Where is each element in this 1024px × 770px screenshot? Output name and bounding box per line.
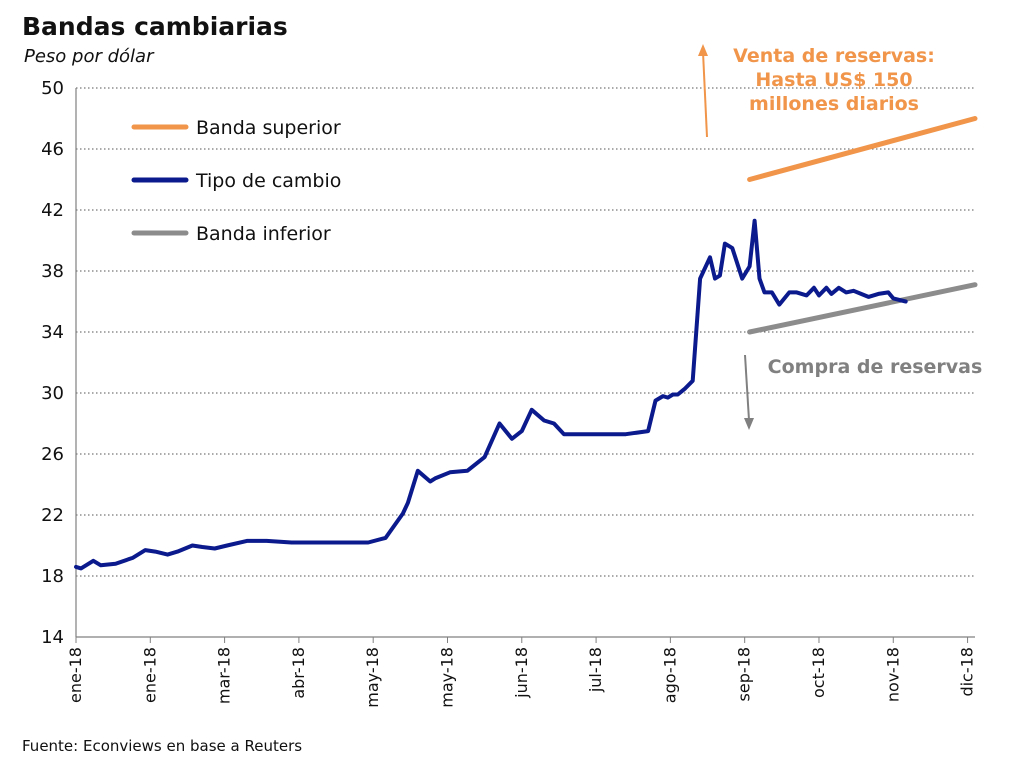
x-tick-label: jun-18 (512, 647, 531, 699)
axes (75, 88, 975, 638)
x-tick-label: ene-18 (66, 647, 85, 703)
x-tick-label: dic-18 (958, 647, 977, 697)
y-tick-label: 50 (41, 78, 64, 99)
annotation-sell-reserves: Venta de reservas: Hasta US$ 150 millone… (698, 44, 935, 138)
chart-title: Bandas cambiarias (22, 12, 288, 41)
annotation-sell-line-2: Hasta US$ 150 (755, 69, 912, 91)
annotation-buy-reserves: Compra de reservas (744, 354, 983, 430)
y-tick-label: 34 (41, 322, 64, 343)
y-tick-label: 14 (41, 627, 64, 648)
series-lines (74, 116, 978, 571)
annotation-sell-line-3: millones diarios (749, 93, 919, 115)
legend-label-upper-band: Banda superior (196, 117, 341, 139)
x-tick-label: jul-18 (586, 647, 605, 693)
chart-subtitle: Peso por dólar (24, 46, 154, 67)
exchange-rate-line (74, 218, 908, 571)
x-tick-label: may-18 (437, 647, 456, 708)
y-tick-label: 26 (41, 444, 64, 465)
x-tick-label: abr-18 (289, 647, 308, 699)
x-tick-label: sep-18 (735, 647, 754, 701)
y-tick-label: 22 (41, 505, 64, 526)
legend-label-exchange-rate: Tipo de cambio (195, 170, 341, 192)
x-tick-label: nov-18 (883, 647, 902, 702)
upper-band-line (747, 116, 978, 182)
legend-label-lower-band: Banda inferior (196, 223, 331, 245)
arrow-up-head-icon (698, 44, 708, 56)
annotation-buy-line-1: Compra de reservas (768, 356, 983, 378)
x-tick-labels: ene-18 ene-18 mar-18 abr-18 may-18 may-18 jun-… (66, 637, 977, 708)
x-tick-label: may-18 (363, 647, 382, 708)
annotation-sell-line-1: Venta de reservas: (733, 45, 935, 67)
x-tick-label: oct-18 (809, 647, 828, 698)
x-tick-label: ago-18 (660, 647, 679, 703)
y-tick-label: 30 (41, 383, 64, 404)
source-note: Fuente: Econviews en base a Reuters (22, 737, 303, 755)
y-tick-label: 18 (41, 566, 64, 587)
y-tick-label: 38 (41, 261, 64, 282)
gridlines (76, 87, 975, 577)
y-tick-label: 46 (41, 139, 64, 160)
x-tick-label: ene-18 (140, 647, 159, 703)
arrow-down-icon (744, 354, 750, 421)
lower-band-line (747, 282, 978, 335)
arrow-down-head-icon (744, 418, 754, 430)
arrow-up-icon (702, 51, 708, 138)
y-tick-label: 42 (41, 200, 64, 221)
legend: Banda superior Tipo de cambio Banda infe… (131, 117, 341, 245)
x-tick-label: mar-18 (215, 647, 234, 704)
y-tick-labels: 14 18 22 26 30 34 38 42 46 50 (41, 78, 64, 648)
